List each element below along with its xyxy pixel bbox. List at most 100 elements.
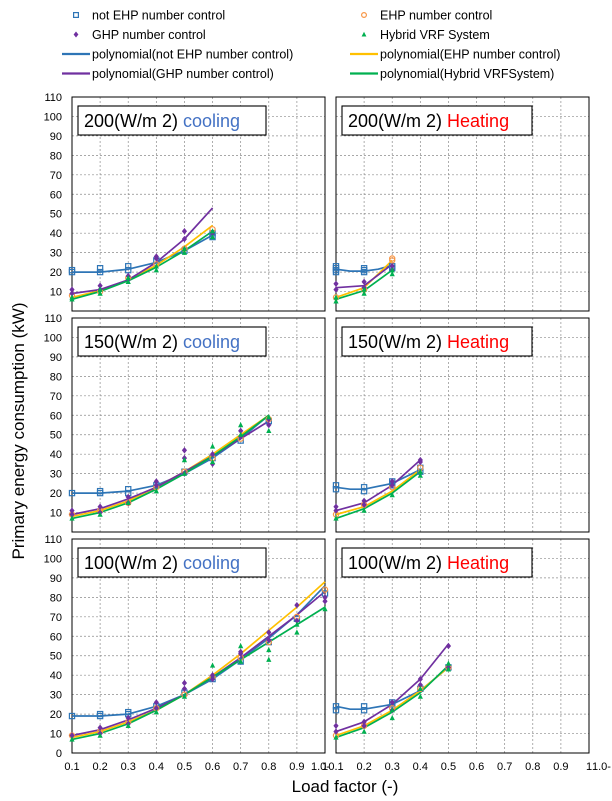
data-point-GHP: [361, 497, 367, 505]
data-point-GHP: [333, 286, 339, 293]
data-point-notEHP: [96, 268, 104, 276]
y-tick-label: 30: [50, 248, 62, 260]
fit-curve-Hybrid: [71, 606, 326, 741]
data-point-GHP: [153, 253, 159, 260]
y-tick-label: 80: [50, 371, 62, 383]
data-point-GHP: [181, 685, 188, 692]
y-tick-label: 40: [50, 670, 62, 682]
panel-title-box: [341, 326, 533, 357]
panel-title: 100(W/m 2) cooling: [84, 553, 240, 573]
chart-panel: 100(W/m 2) Heating: [332, 538, 590, 754]
panel-title-mode: cooling: [183, 332, 240, 352]
data-point-GHP: [294, 601, 300, 609]
legend-label: EHP number control: [380, 9, 492, 23]
plot-frame: [71, 317, 326, 533]
y-tick-label: 70: [50, 391, 62, 403]
data-point-Hybrid: [333, 734, 339, 740]
data-point-Hybrid: [417, 472, 423, 478]
panel-title-mode: Heating: [447, 332, 509, 352]
x-tick-label: 0.2: [356, 761, 371, 773]
y-tick-label: 20: [50, 709, 62, 721]
data-point-Hybrid: [97, 290, 103, 296]
data-point-Hybrid: [445, 660, 452, 666]
panel-title-load: 150(W/m 2): [348, 332, 447, 352]
data-point-Hybrid: [361, 728, 367, 734]
panel-title-mode: cooling: [183, 111, 240, 131]
data-point-GHP: [125, 493, 131, 501]
data-point-Hybrid: [125, 499, 131, 506]
data-point-GHP: [238, 427, 244, 435]
chart-panel: 100(W/m 2) cooling: [68, 538, 329, 754]
data-point-GHP: [333, 507, 339, 514]
chart-panel: 200(W/m 2) Heating: [332, 96, 590, 312]
data-point-notEHP: [360, 265, 368, 272]
fit-curve-Hybrid: [71, 414, 270, 520]
data-point-Hybrid: [333, 515, 339, 521]
x-tick-label: 0.1: [64, 761, 79, 773]
plot-frame: [335, 317, 590, 533]
data-point-GHP: [333, 728, 339, 735]
data-point-Hybrid: [417, 468, 423, 474]
data-point-GHP: [153, 482, 159, 489]
panel-title-box: [77, 326, 267, 357]
data-point-GHP: [97, 503, 103, 510]
fit-curve-notEHP: [335, 468, 421, 491]
data-point-GHP: [125, 714, 131, 722]
y-tick-label: 50: [50, 651, 62, 663]
legend-item: polynomial(GHP number control): [62, 67, 274, 81]
x-tick-label: 0.9: [553, 761, 568, 773]
y-tick-label: 100: [44, 111, 62, 123]
data-point-GHP: [333, 503, 339, 510]
data-point-Hybrid: [209, 458, 216, 465]
data-point-Hybrid: [238, 643, 244, 649]
panel-title-load: 100(W/m 2): [348, 553, 447, 573]
panel-title: 100(W/m 2) Heating: [348, 553, 509, 573]
x-tick-label: 1: [322, 761, 328, 773]
data-point-GHP: [97, 282, 103, 289]
x-tick-label: 1.0-: [311, 761, 330, 773]
y-tick-label: 50: [50, 430, 62, 442]
data-point-GHP: [361, 718, 367, 726]
y-tick-label: 90: [50, 352, 62, 364]
y-tick-label: 80: [50, 150, 62, 162]
data-point-Hybrid: [361, 286, 367, 292]
panel-title-load: 100(W/m 2): [84, 553, 183, 573]
legend-marker-swatch: [73, 31, 79, 38]
panel-title-mode: cooling: [183, 553, 240, 573]
data-point-Hybrid: [181, 693, 188, 699]
fit-curve-Hybrid: [71, 230, 214, 301]
data-point-GHP: [389, 699, 395, 706]
data-point-Hybrid: [125, 278, 131, 285]
legend-item: GHP number control: [73, 28, 206, 42]
panel-title: 200(W/m 2) cooling: [84, 111, 240, 131]
panel-title-box: [77, 105, 267, 136]
legend-item: Hybrid VRF System: [361, 28, 490, 42]
data-point-notEHP: [125, 486, 132, 493]
legend-marker-swatch: [361, 31, 367, 37]
y-tick-label: 10: [50, 729, 62, 741]
data-point-Hybrid: [181, 457, 188, 463]
panel-title-load: 200(W/m 2): [84, 111, 183, 131]
data-point-GHP: [209, 671, 216, 679]
y-tick-label: 110: [44, 534, 62, 546]
data-point-Hybrid: [181, 470, 188, 476]
data-point-notEHP: [125, 708, 132, 716]
legend-label: polynomial(GHP number control): [92, 67, 274, 81]
fit-curve-GHP: [71, 420, 270, 516]
chart-panel: 150(W/m 2) cooling: [68, 317, 326, 533]
y-tick-label: 90: [50, 573, 62, 585]
y-tick-label: 110: [44, 313, 62, 325]
data-point-notEHP: [332, 486, 340, 493]
data-point-Hybrid: [266, 427, 272, 434]
y-tick-label: 20: [50, 488, 62, 500]
data-point-GHP: [445, 642, 452, 650]
legend-item: EHP number control: [361, 9, 492, 23]
data-point-GHP: [153, 705, 159, 712]
y-tick-label: 70: [50, 612, 62, 624]
data-point-Hybrid: [294, 629, 300, 635]
data-point-notEHP: [96, 710, 104, 718]
data-point-EHP: [389, 255, 396, 262]
data-point-GHP: [361, 501, 367, 508]
chart-panels: 200(W/m 2) cooling 200(W/m 2) Heating150(…: [68, 96, 590, 754]
data-point-Hybrid: [69, 736, 75, 742]
